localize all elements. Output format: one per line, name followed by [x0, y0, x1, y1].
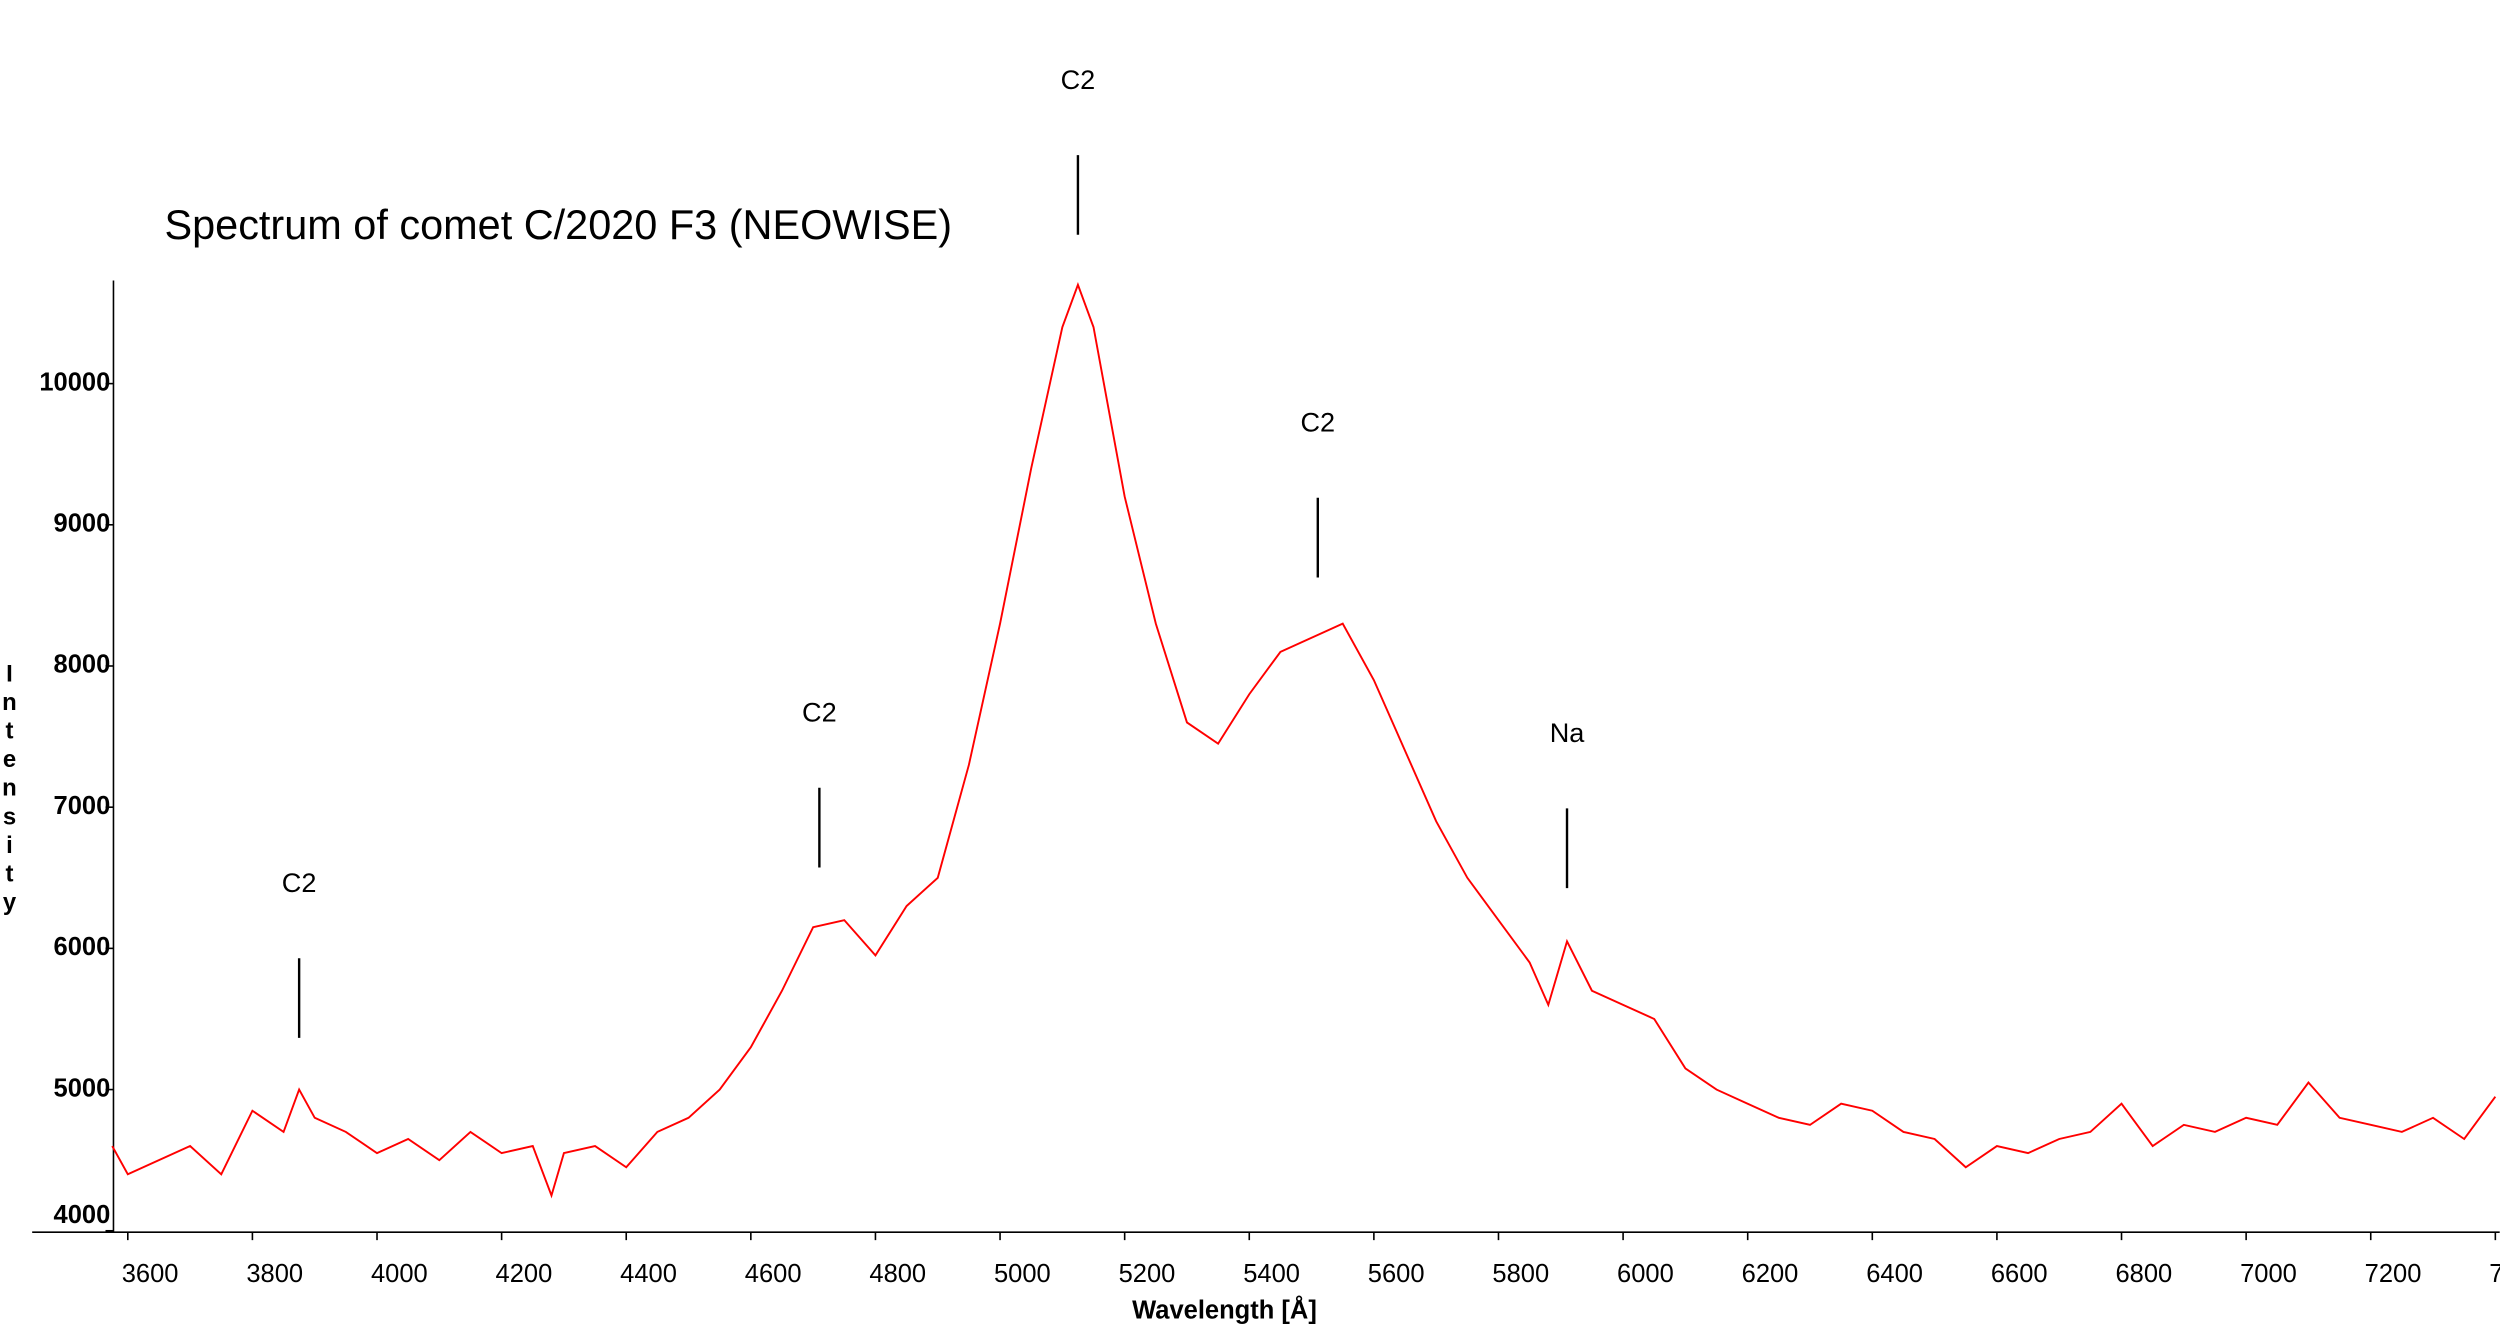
x-tick-label: 5400 [1243, 1260, 1300, 1288]
x-tick-label: 3800 [246, 1260, 303, 1288]
x-tick-label: 5800 [1492, 1260, 1549, 1288]
y-tick-label: 4000 [54, 1201, 111, 1229]
x-tick-label: 7400 [2489, 1260, 2500, 1288]
x-axis-label: Wavelength [Å] [1132, 1296, 1317, 1325]
x-tick-label: 7200 [2365, 1260, 2422, 1288]
y-tick-label: 9000 [54, 510, 111, 538]
x-tick-label: 6600 [1991, 1260, 2048, 1288]
x-tick-label: 5000 [994, 1260, 1051, 1288]
x-tick-label: 5600 [1368, 1260, 1425, 1288]
x-tick-label: 3600 [122, 1260, 179, 1288]
annotation-label: Na [1550, 717, 1586, 748]
x-tick-label: 6400 [1866, 1260, 1923, 1288]
x-tick-label: 6200 [1742, 1260, 1799, 1288]
annotation-label: C2 [1061, 64, 1096, 95]
y-tick-label: 5000 [54, 1074, 111, 1102]
y-tick-label: 8000 [54, 651, 111, 679]
y-tick-label: 10000 [39, 368, 110, 396]
x-tick-label: 4600 [745, 1260, 802, 1288]
annotation-label: C2 [802, 697, 837, 728]
x-tick-label: 4400 [620, 1260, 677, 1288]
y-tick-label: 6000 [54, 933, 111, 961]
chart-title: Spectrum of comet C/2020 F3 (NEOWISE) [164, 201, 952, 248]
y-tick-label: 7000 [54, 792, 111, 820]
annotation-label: C2 [1300, 407, 1335, 438]
x-tick-label: 4800 [869, 1260, 926, 1288]
x-tick-label: 4200 [496, 1260, 553, 1288]
y-axis-label: Intensity [0, 660, 23, 917]
annotation-label: C2 [282, 867, 317, 898]
x-tick-label: 6000 [1617, 1260, 1674, 1288]
x-tick-label: 7000 [2240, 1260, 2297, 1288]
spectrum-line [111, 282, 2497, 1199]
x-tick-label: 4000 [371, 1260, 428, 1288]
x-tick-label: 6800 [2115, 1260, 2172, 1288]
x-tick-label: 5200 [1119, 1260, 1176, 1288]
